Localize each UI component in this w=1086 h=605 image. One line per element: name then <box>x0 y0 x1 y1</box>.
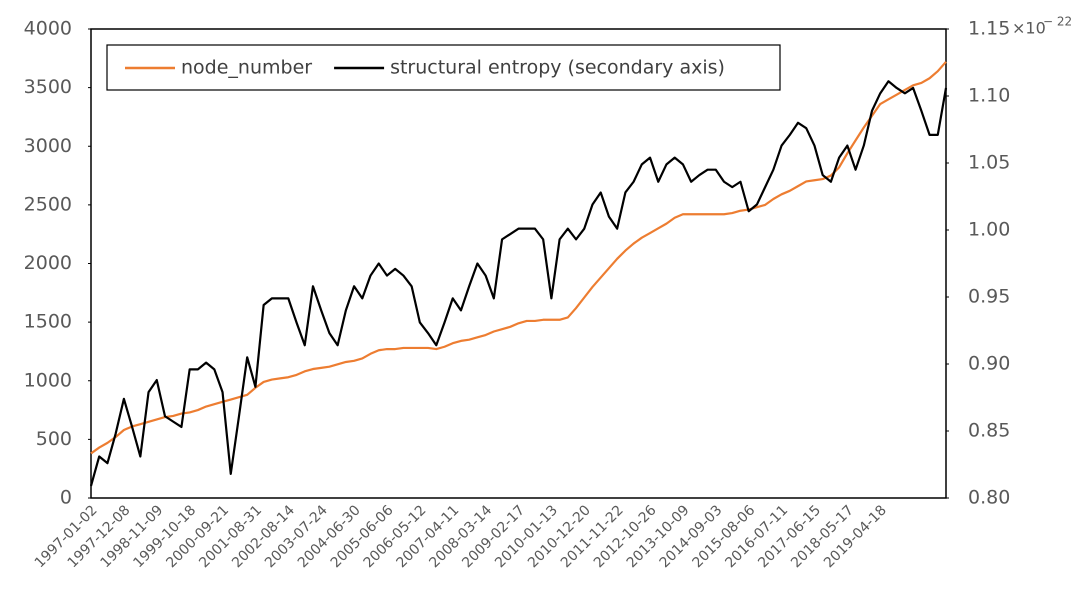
y2-multiplier: ×10 <box>1012 19 1046 38</box>
y2-tick-label: 1.10 <box>968 85 1010 107</box>
plot-frame <box>90 28 947 499</box>
y-tick-label: 1000 <box>24 369 72 391</box>
y-tick-label: 1500 <box>24 311 72 333</box>
series-line <box>89 80 948 487</box>
y-tick-label: 0 <box>60 487 72 509</box>
y-tick-label: 3500 <box>24 76 72 98</box>
y2-tick-label: 1.00 <box>968 219 1010 241</box>
series-line <box>90 61 947 455</box>
y-tick-label: 500 <box>36 428 72 450</box>
y2-tick-label: 1.15 <box>968 18 1010 40</box>
legend-label: structural entropy (secondary axis) <box>390 57 725 79</box>
y2-tick-label: 0.95 <box>968 286 1010 308</box>
y-tick-label: 2000 <box>24 252 72 274</box>
y2-tick-label: 0.80 <box>968 487 1010 509</box>
y2-tick-label: 0.90 <box>968 353 1010 375</box>
legend-box <box>106 44 781 91</box>
y2-tick-label: 1.05 <box>968 152 1010 174</box>
y-tick-label: 3000 <box>24 135 72 157</box>
y2-exponent: − 22 <box>1043 15 1072 29</box>
legend-label: node_number <box>181 57 312 79</box>
y-tick-label: 2500 <box>24 193 72 215</box>
y-tick-label: 4000 <box>24 18 72 40</box>
y2-tick-label: 0.85 <box>968 420 1010 442</box>
